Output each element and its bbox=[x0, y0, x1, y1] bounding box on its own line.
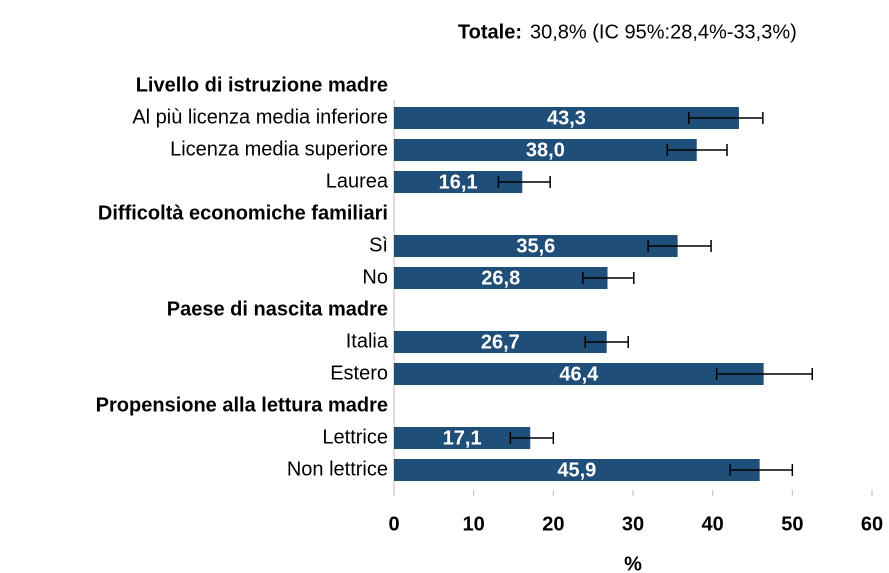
bar bbox=[394, 107, 739, 129]
category-label: Licenza media superiore bbox=[170, 138, 388, 160]
total-text: 30,8% (IC 95%:28,4%-33,3%) bbox=[530, 21, 797, 43]
x-tick-label: 0 bbox=[388, 513, 399, 535]
bar bbox=[394, 235, 678, 257]
category-label: Estero bbox=[330, 362, 388, 384]
value-label: 46,4 bbox=[559, 363, 599, 385]
x-tick-label: 10 bbox=[463, 513, 485, 535]
bar bbox=[394, 459, 760, 481]
group-label: Livello di istruzione madre bbox=[136, 74, 388, 96]
category-label: Sì bbox=[369, 234, 388, 256]
value-label: 45,9 bbox=[557, 459, 596, 481]
x-tick-label: 50 bbox=[781, 513, 803, 535]
category-label: Non lettrice bbox=[287, 458, 388, 480]
x-tick-label: 60 bbox=[861, 513, 883, 535]
value-label: 26,8 bbox=[481, 267, 520, 289]
x-tick-label: 30 bbox=[622, 513, 644, 535]
category-label: Al più licenza media inferiore bbox=[132, 106, 388, 128]
bar bbox=[394, 267, 608, 289]
x-tick-label: 20 bbox=[542, 513, 564, 535]
bar bbox=[394, 331, 607, 353]
group-label: Propensione alla lettura madre bbox=[96, 394, 388, 416]
group-label: Paese di nascita madre bbox=[167, 298, 388, 320]
category-label: No bbox=[362, 266, 388, 288]
total-label: Totale: bbox=[458, 21, 522, 43]
category-label: Italia bbox=[346, 330, 389, 352]
x-tick-label: 40 bbox=[702, 513, 724, 535]
value-label: 38,0 bbox=[526, 139, 565, 161]
value-label: 43,3 bbox=[547, 107, 586, 129]
bar bbox=[394, 363, 764, 385]
category-label: Lettrice bbox=[322, 426, 388, 448]
x-axis-label: % bbox=[624, 553, 642, 573]
bar bbox=[394, 139, 697, 161]
value-label: 35,6 bbox=[516, 235, 555, 257]
bar bbox=[394, 427, 531, 449]
value-label: 17,1 bbox=[443, 427, 482, 449]
group-label: Difficoltà economiche familiari bbox=[98, 202, 388, 224]
category-label: Laurea bbox=[326, 170, 389, 192]
bar bbox=[394, 171, 523, 193]
value-label: 26,7 bbox=[481, 331, 520, 353]
value-label: 16,1 bbox=[439, 171, 478, 193]
